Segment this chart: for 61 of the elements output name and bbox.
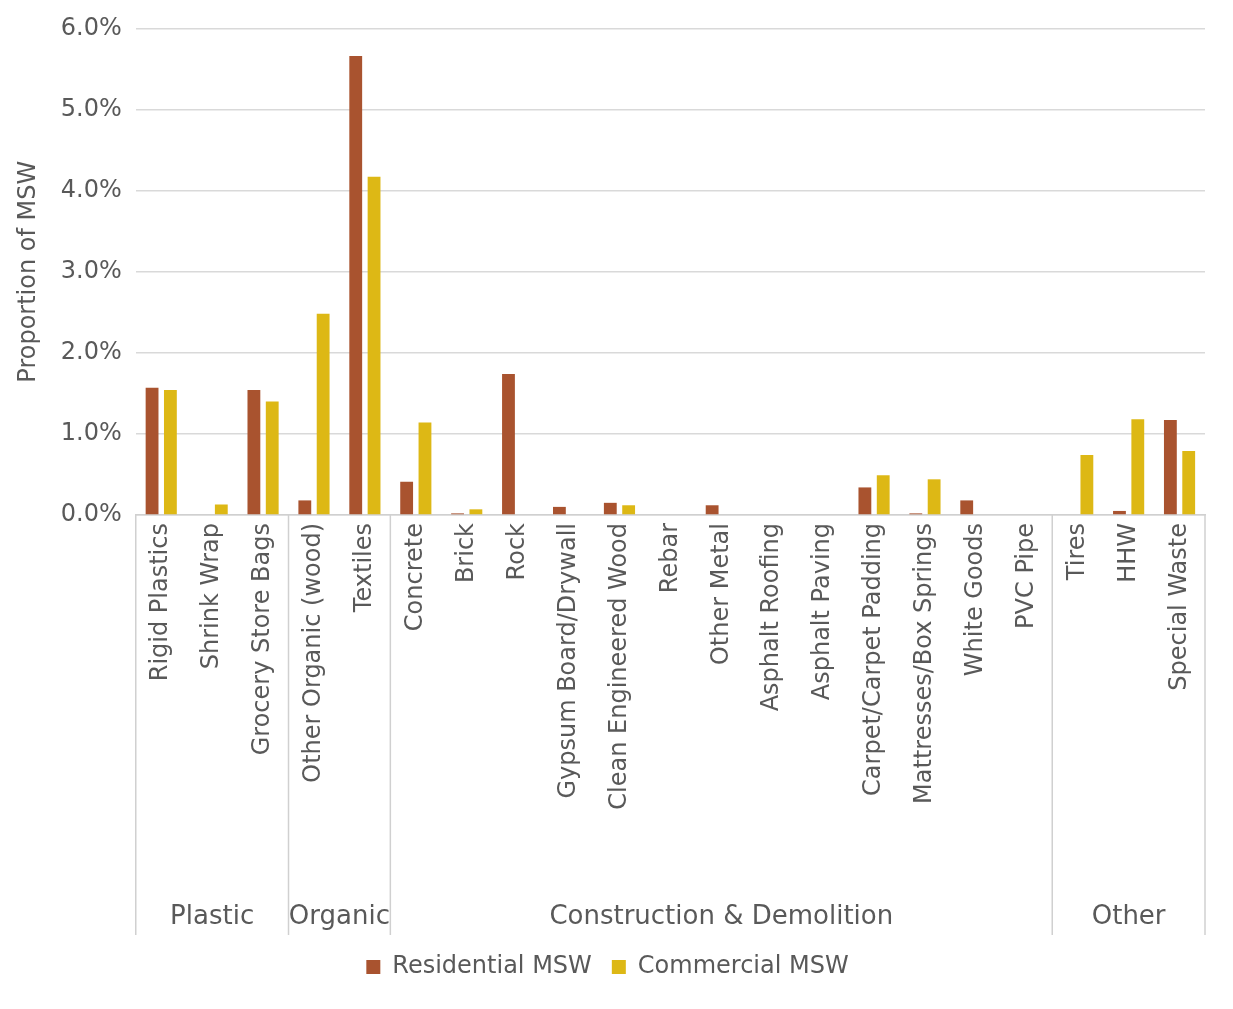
- x-tick-label: Asphalt Paving: [807, 523, 836, 701]
- x-tick-label: Brick: [450, 522, 479, 584]
- y-tick-label: 2.0%: [60, 337, 122, 366]
- bar: [960, 500, 974, 515]
- bar: [1113, 510, 1126, 515]
- y-tick-label: 5.0%: [60, 93, 122, 122]
- bar: [1080, 454, 1094, 515]
- text: Other: [1091, 899, 1166, 930]
- x-tick-label: Other Metal: [705, 523, 734, 666]
- bar: [927, 479, 941, 515]
- x-tick-label: Tires: [1061, 523, 1090, 582]
- bar: [265, 401, 279, 515]
- bar: [622, 505, 636, 515]
- y-tick-label: 3.0%: [60, 255, 122, 284]
- bar: [603, 502, 617, 515]
- bar: [214, 504, 228, 515]
- bar: [367, 176, 381, 515]
- x-tick-label: Asphalt Roofing: [756, 523, 785, 712]
- bar: [418, 422, 432, 515]
- x-tick-label: Other Organic (wood): [298, 523, 327, 783]
- bar: [1182, 450, 1196, 515]
- x-tick-label: Carpet/Carpet Padding: [858, 523, 887, 796]
- bar: [876, 475, 890, 515]
- bar: [552, 506, 566, 515]
- bar: [145, 387, 159, 515]
- x-tick-label: Grocery Store Bags: [247, 523, 276, 756]
- bar: [247, 390, 261, 515]
- x-tick-label: Rebar: [654, 522, 683, 594]
- y-tick-label: 1.0%: [60, 418, 122, 447]
- bar: [1131, 419, 1145, 515]
- y-tick-label: 6.0%: [60, 12, 122, 41]
- x-tick-label: Gypsum Board/Drywall: [552, 523, 581, 799]
- x-tick-label: Shrink Wrap: [196, 523, 225, 670]
- bar: [502, 373, 515, 515]
- x-tick-label: Rock: [501, 522, 530, 581]
- bar: [316, 313, 330, 515]
- x-tick-label: Special Waste: [1163, 523, 1192, 691]
- x-tick-label: HHW: [1112, 523, 1141, 583]
- y-tick-label: 4.0%: [60, 174, 122, 203]
- x-tick-label: White Goods: [960, 523, 989, 677]
- bar: [1163, 420, 1177, 515]
- bar: [298, 500, 312, 515]
- bar: [163, 390, 177, 515]
- x-tick-label: Mattresses/Box Springs: [909, 523, 938, 804]
- y-axis-title: Proportion of MSW: [12, 160, 41, 383]
- legend-label: Residential MSW: [392, 951, 592, 980]
- bar: [469, 509, 483, 515]
- bar: [349, 55, 363, 515]
- y-tick-label: 0.0%: [60, 499, 122, 528]
- x-tick-label: PVC Pipe: [1011, 523, 1040, 629]
- x-tick-label: Clean Engineered Wood: [603, 523, 632, 810]
- x-tick-label: Textiles: [349, 523, 378, 614]
- x-tick-label: Concrete: [400, 523, 429, 632]
- x-tick-label: Rigid Plastics: [145, 523, 174, 682]
- text: Organic: [288, 899, 391, 930]
- bar: [705, 505, 719, 515]
- bar: [858, 487, 872, 515]
- bar: [400, 481, 414, 515]
- text: Construction & Demolition: [549, 899, 894, 930]
- legend-label: Commercial MSW: [637, 951, 849, 980]
- text: Plastic: [170, 899, 255, 930]
